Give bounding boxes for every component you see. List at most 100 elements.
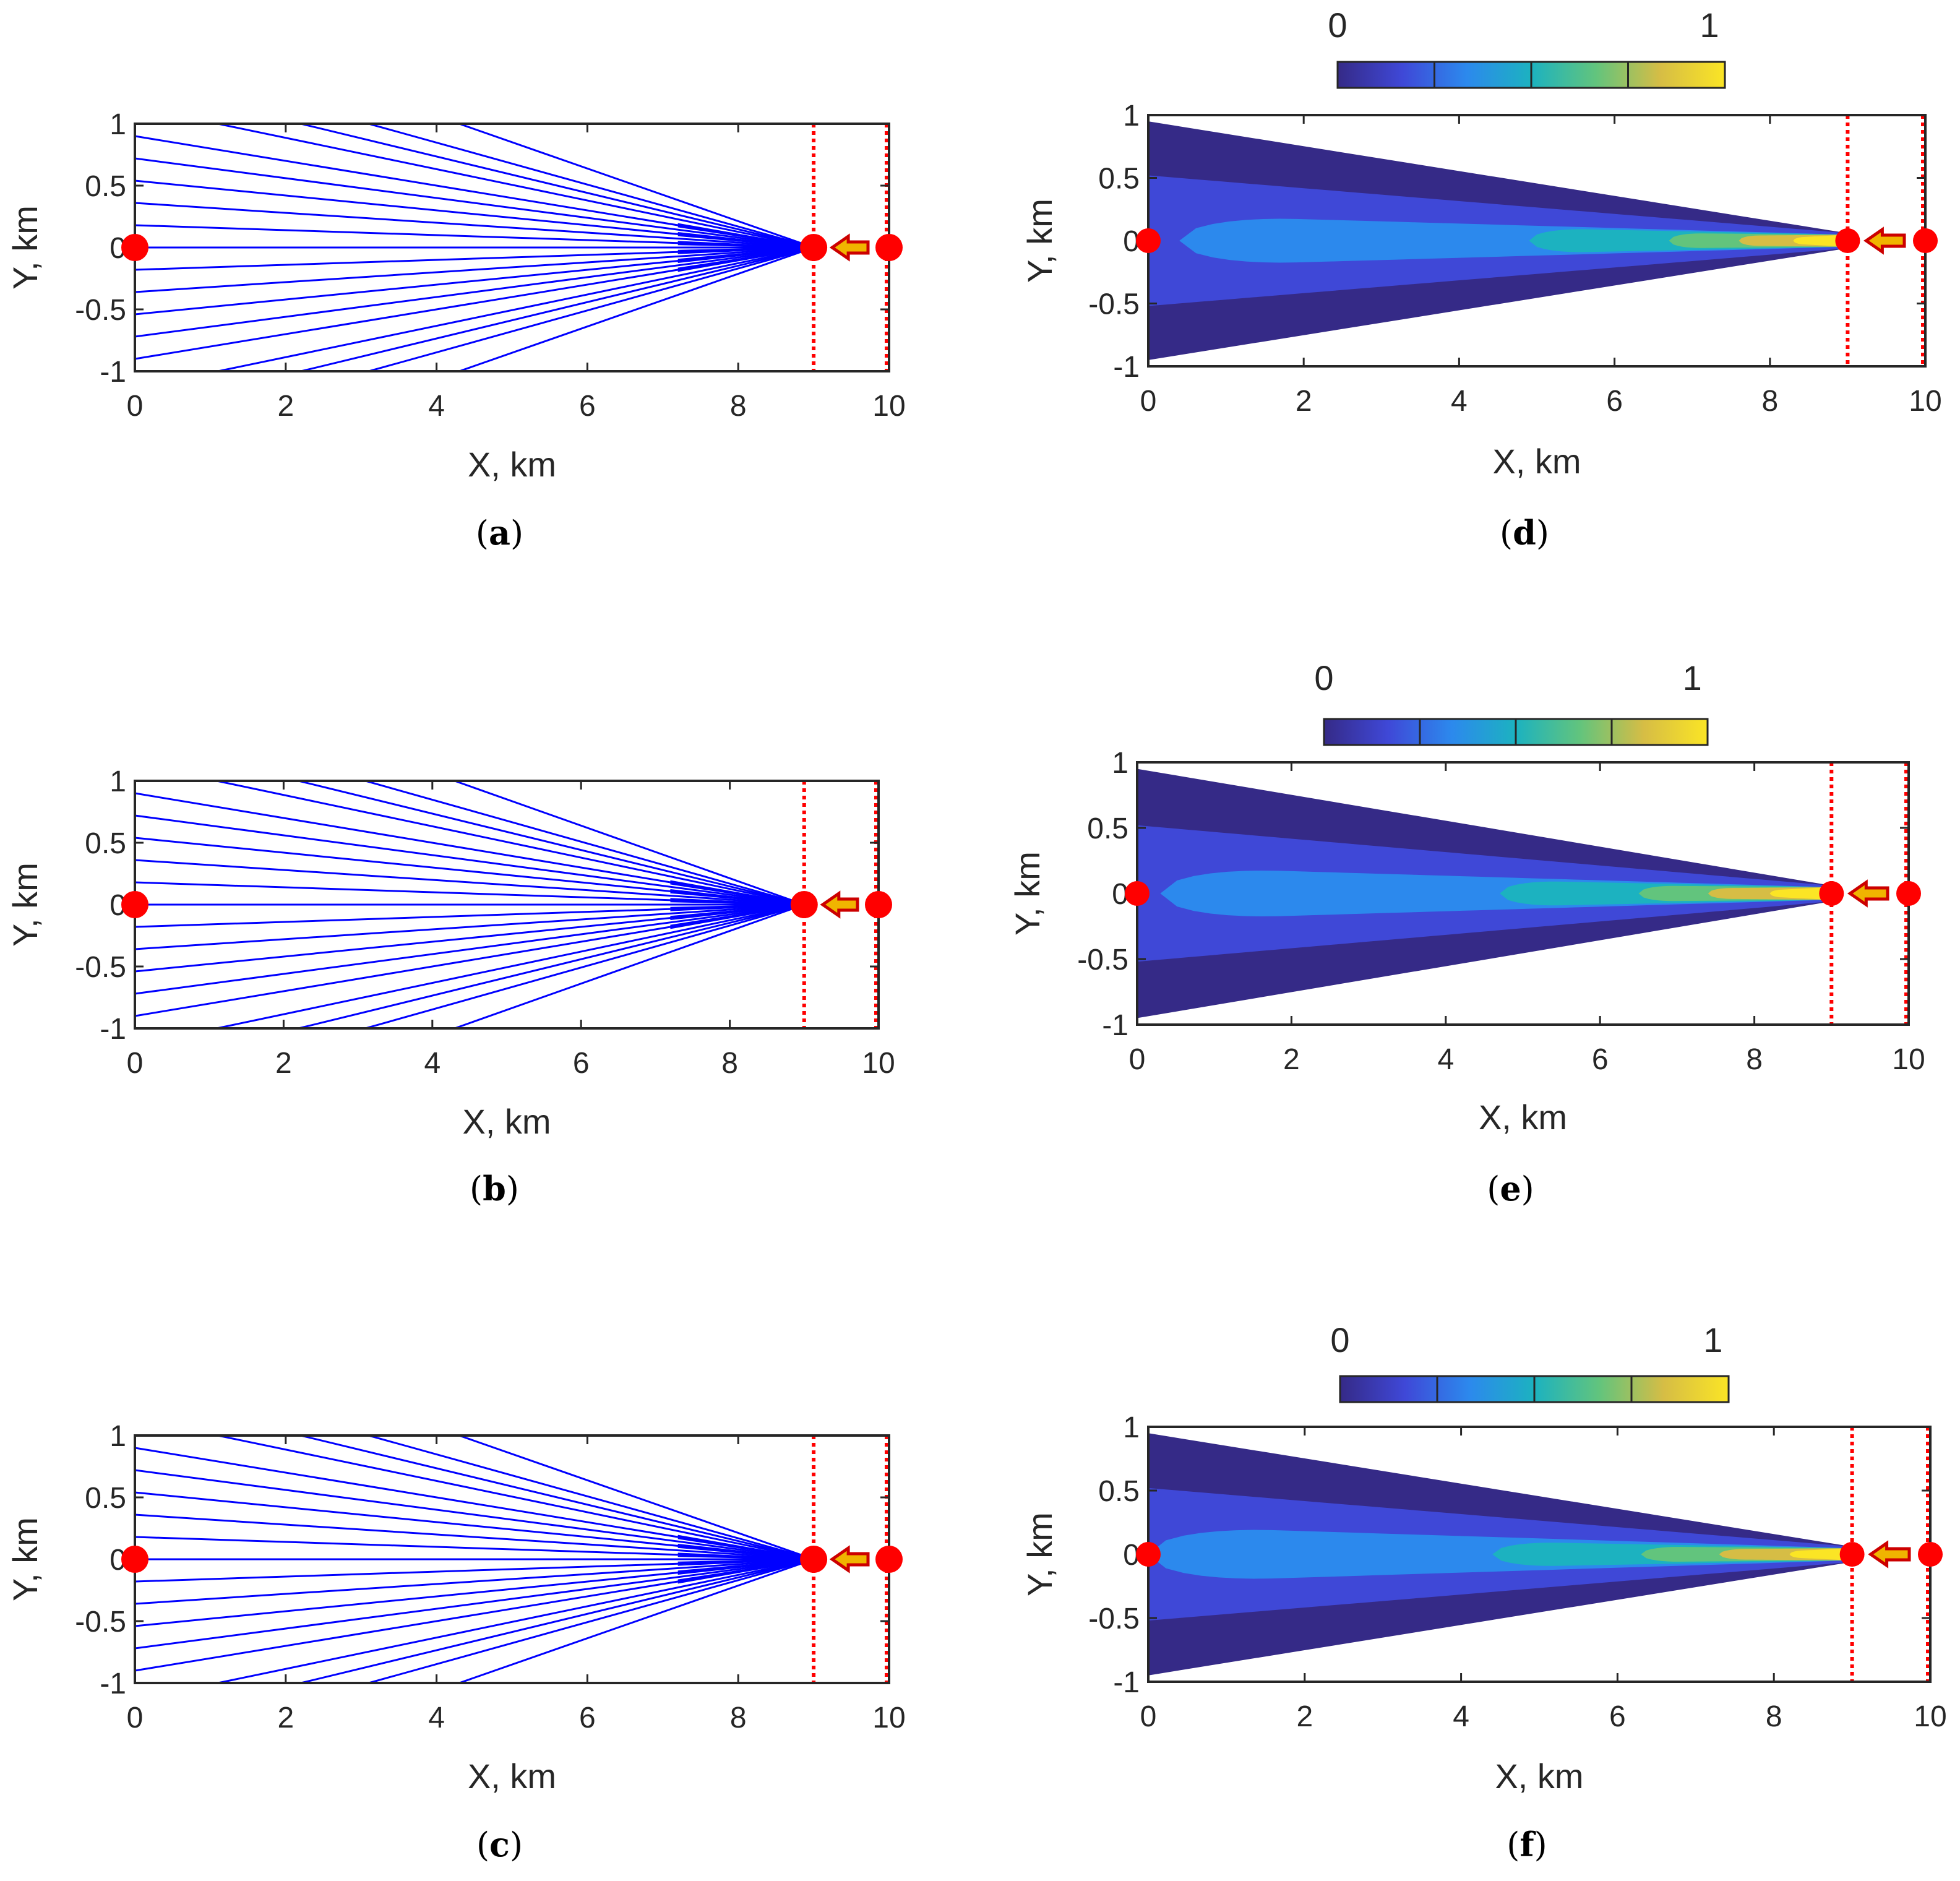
ray-line: [677, 223, 814, 248]
y-axis-title: Y, km: [1008, 851, 1047, 936]
panel-label: (c): [476, 1825, 523, 1864]
source-marker: [121, 234, 148, 261]
source-marker: [1835, 228, 1860, 253]
panel-label-paren: (: [1487, 1169, 1500, 1208]
panel-label: (a): [476, 513, 523, 553]
panel-label-paren: (: [476, 1825, 489, 1864]
ray-line: [135, 1491, 814, 1560]
x-tick-label: 2: [275, 1047, 292, 1080]
ray-line: [135, 246, 814, 316]
x-tick-label: 0: [1140, 385, 1157, 418]
y-tick-label: -1: [100, 356, 126, 389]
source-marker: [1896, 881, 1921, 906]
x-tick-label: 0: [1129, 1043, 1146, 1076]
ray-line: [135, 1536, 814, 1560]
panel-label-letter: c: [489, 1825, 510, 1864]
y-tick-label: 0.5: [85, 827, 126, 860]
x-tick-label: 6: [579, 390, 596, 423]
panel-label-paren: ): [506, 1169, 519, 1208]
panel-label: (e): [1487, 1169, 1534, 1208]
x-tick-label: 8: [1766, 1700, 1782, 1733]
ray-line: [217, 124, 814, 249]
panel-label-letter: a: [489, 513, 510, 553]
ray-line: [458, 124, 814, 249]
panel-label-letter: d: [1513, 513, 1536, 553]
ray-line: [217, 1558, 814, 1683]
colorbar-max-label: 1: [1700, 6, 1719, 45]
x-tick-label: 0: [127, 1047, 144, 1080]
ray-line: [135, 792, 805, 906]
ray-line: [216, 781, 805, 906]
source-marker: [875, 234, 903, 261]
panel-label-paren: ): [1521, 1169, 1534, 1208]
ray-line: [216, 903, 805, 1028]
y-tick-label: 0.5: [1087, 812, 1128, 845]
source-marker: [800, 234, 828, 261]
source-marker: [875, 1546, 903, 1573]
x-axis-title: X, km: [1479, 1098, 1567, 1137]
x-axis-title: X, km: [462, 1102, 551, 1141]
colorbar-max-label: 1: [1703, 1320, 1722, 1359]
contour-level-6: [1769, 887, 1832, 900]
y-axis-title: Y, km: [1020, 1512, 1059, 1596]
x-tick-label: 8: [721, 1047, 738, 1080]
source-marker: [121, 891, 148, 918]
ray-line: [217, 1436, 814, 1560]
plot-area: [135, 781, 805, 1028]
ray-line: [368, 1558, 814, 1683]
y-tick-label: -1: [100, 1668, 126, 1700]
ray-line: [368, 1436, 814, 1560]
x-axis-title: X, km: [468, 445, 556, 484]
contour-level-6: [1793, 235, 1848, 247]
x-tick-label: 10: [862, 1047, 895, 1080]
x-tick-label: 0: [127, 1702, 144, 1734]
plot-area: [135, 1436, 814, 1683]
x-tick-label: 2: [1283, 1043, 1300, 1076]
y-axis-title: Y, km: [6, 1517, 45, 1601]
y-tick-label: -0.5: [1077, 944, 1128, 976]
ray-line: [454, 903, 805, 1028]
ray-line: [135, 903, 805, 1017]
direction-arrow: [1863, 226, 1906, 255]
ray-line: [368, 246, 814, 371]
ray-line: [135, 903, 804, 928]
ray-line: [135, 179, 814, 249]
y-tick-label: 1: [110, 765, 126, 798]
y-tick-label: 1: [110, 1420, 126, 1453]
ray-line: [135, 1558, 814, 1627]
ray-line: [670, 880, 804, 905]
ray-line: [135, 246, 814, 360]
source-marker: [1136, 1542, 1161, 1567]
x-tick-label: 4: [1437, 1043, 1454, 1076]
direction-arrow: [829, 1545, 870, 1573]
x-tick-label: 2: [1296, 1700, 1313, 1733]
panel-label: (d): [1500, 513, 1549, 553]
ray-line: [217, 246, 814, 371]
x-tick-label: 4: [428, 1702, 445, 1734]
direction-arrow: [1847, 879, 1889, 908]
ray-line: [458, 1436, 814, 1560]
y-tick-label: -1: [1113, 1666, 1140, 1699]
x-tick-label: 8: [1761, 385, 1778, 418]
panel-label: (f): [1507, 1825, 1547, 1864]
x-tick-label: 10: [872, 390, 905, 423]
colorbar-min-label: 0: [1328, 6, 1347, 45]
ray-line: [135, 224, 814, 249]
panel-label-letter: e: [1500, 1169, 1521, 1208]
ray-line: [135, 1447, 814, 1560]
panel-label-letter: b: [483, 1169, 506, 1208]
x-axis-title: X, km: [1492, 442, 1581, 481]
y-tick-label: 1: [1123, 1411, 1140, 1444]
ray-line: [135, 1558, 814, 1583]
panel-label-letter: f: [1519, 1825, 1536, 1864]
x-tick-label: 8: [730, 1702, 747, 1734]
y-tick-label: 0.5: [1098, 1475, 1140, 1508]
ray-line: [458, 1558, 814, 1683]
contour-level-2: [1160, 870, 1832, 917]
y-tick-label: -1: [1113, 351, 1140, 384]
ray-line: [300, 124, 814, 249]
